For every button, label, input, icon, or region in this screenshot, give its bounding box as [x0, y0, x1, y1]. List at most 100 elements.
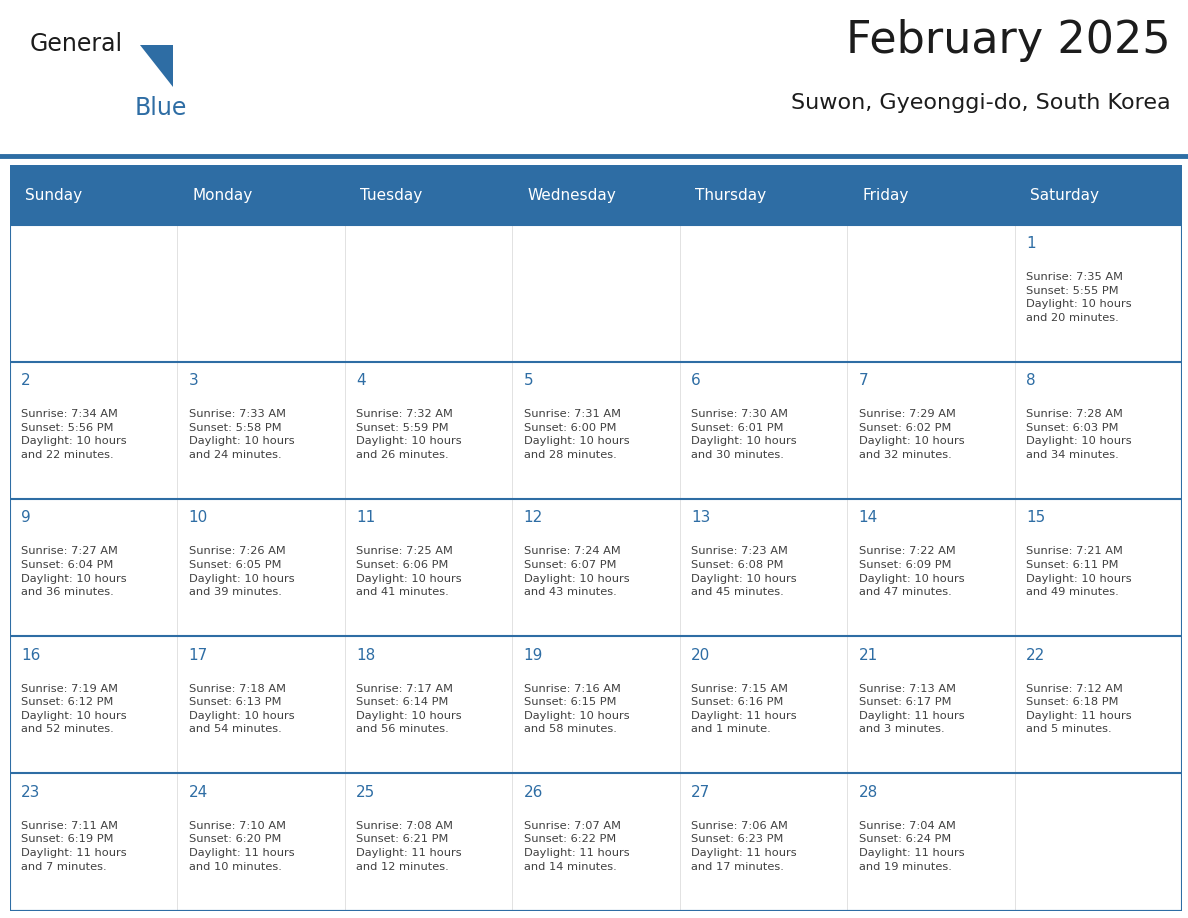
Text: Sunrise: 7:29 AM
Sunset: 6:02 PM
Daylight: 10 hours
and 32 minutes.: Sunrise: 7:29 AM Sunset: 6:02 PM Dayligh… [859, 409, 965, 460]
Text: Sunrise: 7:10 AM
Sunset: 6:20 PM
Daylight: 11 hours
and 10 minutes.: Sunrise: 7:10 AM Sunset: 6:20 PM Dayligh… [189, 821, 295, 871]
Text: 22: 22 [1026, 647, 1045, 663]
Bar [847, 225, 1015, 362]
Text: Sunrise: 7:26 AM
Sunset: 6:05 PM
Daylight: 10 hours
and 39 minutes.: Sunrise: 7:26 AM Sunset: 6:05 PM Dayligh… [189, 546, 295, 598]
Text: Sunrise: 7:17 AM
Sunset: 6:14 PM
Daylight: 10 hours
and 56 minutes.: Sunrise: 7:17 AM Sunset: 6:14 PM Dayligh… [356, 684, 462, 734]
Text: Sunrise: 7:22 AM
Sunset: 6:09 PM
Daylight: 10 hours
and 47 minutes.: Sunrise: 7:22 AM Sunset: 6:09 PM Dayligh… [859, 546, 965, 598]
Bar [345, 362, 512, 499]
Text: Sunrise: 7:21 AM
Sunset: 6:11 PM
Daylight: 10 hours
and 49 minutes.: Sunrise: 7:21 AM Sunset: 6:11 PM Dayligh… [1026, 546, 1132, 598]
Bar [345, 636, 512, 774]
Text: 18: 18 [356, 647, 375, 663]
Bar [1015, 362, 1182, 499]
Bar [177, 225, 345, 362]
Bar [177, 636, 345, 774]
Text: 25: 25 [356, 785, 375, 800]
Text: 20: 20 [691, 647, 710, 663]
Text: 24: 24 [189, 785, 208, 800]
Bar [1015, 165, 1182, 225]
Bar [512, 165, 680, 225]
Text: Friday: Friday [862, 187, 909, 203]
Text: Sunrise: 7:13 AM
Sunset: 6:17 PM
Daylight: 11 hours
and 3 minutes.: Sunrise: 7:13 AM Sunset: 6:17 PM Dayligh… [859, 684, 965, 734]
Bar [847, 774, 1015, 911]
Text: Thursday: Thursday [695, 187, 766, 203]
Text: Sunrise: 7:15 AM
Sunset: 6:16 PM
Daylight: 11 hours
and 1 minute.: Sunrise: 7:15 AM Sunset: 6:16 PM Dayligh… [691, 684, 797, 734]
Bar [680, 774, 847, 911]
Text: 7: 7 [859, 374, 868, 388]
Bar [177, 499, 345, 636]
Bar [10, 499, 177, 636]
Bar [680, 225, 847, 362]
Text: Sunrise: 7:11 AM
Sunset: 6:19 PM
Daylight: 11 hours
and 7 minutes.: Sunrise: 7:11 AM Sunset: 6:19 PM Dayligh… [21, 821, 127, 871]
Bar [10, 225, 177, 362]
Text: 15: 15 [1026, 510, 1045, 525]
Bar [1015, 774, 1182, 911]
Bar [177, 362, 345, 499]
Text: Sunday: Sunday [25, 187, 82, 203]
Bar [512, 362, 680, 499]
Text: 28: 28 [859, 785, 878, 800]
Text: 23: 23 [21, 785, 40, 800]
Text: 5: 5 [524, 374, 533, 388]
Bar [512, 636, 680, 774]
Text: Sunrise: 7:31 AM
Sunset: 6:00 PM
Daylight: 10 hours
and 28 minutes.: Sunrise: 7:31 AM Sunset: 6:00 PM Dayligh… [524, 409, 630, 460]
Bar [10, 362, 177, 499]
Text: 26: 26 [524, 785, 543, 800]
Bar [345, 499, 512, 636]
Bar [512, 774, 680, 911]
Bar [847, 499, 1015, 636]
Bar [680, 636, 847, 774]
Bar [10, 774, 177, 911]
Text: 1: 1 [1026, 236, 1036, 251]
Text: Sunrise: 7:30 AM
Sunset: 6:01 PM
Daylight: 10 hours
and 30 minutes.: Sunrise: 7:30 AM Sunset: 6:01 PM Dayligh… [691, 409, 797, 460]
Text: 6: 6 [691, 374, 701, 388]
Text: Sunrise: 7:32 AM
Sunset: 5:59 PM
Daylight: 10 hours
and 26 minutes.: Sunrise: 7:32 AM Sunset: 5:59 PM Dayligh… [356, 409, 462, 460]
Bar [10, 636, 177, 774]
Text: Suwon, Gyeonggi-do, South Korea: Suwon, Gyeonggi-do, South Korea [790, 93, 1170, 113]
Text: 2: 2 [21, 374, 31, 388]
Text: Sunrise: 7:04 AM
Sunset: 6:24 PM
Daylight: 11 hours
and 19 minutes.: Sunrise: 7:04 AM Sunset: 6:24 PM Dayligh… [859, 821, 965, 871]
Bar [345, 165, 512, 225]
Polygon shape [140, 45, 173, 87]
Bar [345, 774, 512, 911]
Text: 21: 21 [859, 647, 878, 663]
Text: Sunrise: 7:35 AM
Sunset: 5:55 PM
Daylight: 10 hours
and 20 minutes.: Sunrise: 7:35 AM Sunset: 5:55 PM Dayligh… [1026, 272, 1132, 323]
Bar [1015, 636, 1182, 774]
Text: Sunrise: 7:27 AM
Sunset: 6:04 PM
Daylight: 10 hours
and 36 minutes.: Sunrise: 7:27 AM Sunset: 6:04 PM Dayligh… [21, 546, 127, 598]
Text: 12: 12 [524, 510, 543, 525]
Text: 17: 17 [189, 647, 208, 663]
Text: Sunrise: 7:08 AM
Sunset: 6:21 PM
Daylight: 11 hours
and 12 minutes.: Sunrise: 7:08 AM Sunset: 6:21 PM Dayligh… [356, 821, 462, 871]
Text: 8: 8 [1026, 374, 1036, 388]
Text: Sunrise: 7:06 AM
Sunset: 6:23 PM
Daylight: 11 hours
and 17 minutes.: Sunrise: 7:06 AM Sunset: 6:23 PM Dayligh… [691, 821, 797, 871]
Bar [10, 165, 177, 225]
Text: 13: 13 [691, 510, 710, 525]
Text: Sunrise: 7:25 AM
Sunset: 6:06 PM
Daylight: 10 hours
and 41 minutes.: Sunrise: 7:25 AM Sunset: 6:06 PM Dayligh… [356, 546, 462, 598]
Text: February 2025: February 2025 [846, 19, 1170, 62]
Text: 4: 4 [356, 374, 366, 388]
Bar [177, 774, 345, 911]
Bar [847, 165, 1015, 225]
Text: 10: 10 [189, 510, 208, 525]
Text: Sunrise: 7:16 AM
Sunset: 6:15 PM
Daylight: 10 hours
and 58 minutes.: Sunrise: 7:16 AM Sunset: 6:15 PM Dayligh… [524, 684, 630, 734]
Text: Sunrise: 7:33 AM
Sunset: 5:58 PM
Daylight: 10 hours
and 24 minutes.: Sunrise: 7:33 AM Sunset: 5:58 PM Dayligh… [189, 409, 295, 460]
Text: 14: 14 [859, 510, 878, 525]
Text: Sunrise: 7:34 AM
Sunset: 5:56 PM
Daylight: 10 hours
and 22 minutes.: Sunrise: 7:34 AM Sunset: 5:56 PM Dayligh… [21, 409, 127, 460]
Text: Sunrise: 7:12 AM
Sunset: 6:18 PM
Daylight: 11 hours
and 5 minutes.: Sunrise: 7:12 AM Sunset: 6:18 PM Dayligh… [1026, 684, 1132, 734]
Bar [1015, 499, 1182, 636]
Text: Blue: Blue [134, 96, 187, 120]
Text: Sunrise: 7:07 AM
Sunset: 6:22 PM
Daylight: 11 hours
and 14 minutes.: Sunrise: 7:07 AM Sunset: 6:22 PM Dayligh… [524, 821, 630, 871]
Text: Sunrise: 7:28 AM
Sunset: 6:03 PM
Daylight: 10 hours
and 34 minutes.: Sunrise: 7:28 AM Sunset: 6:03 PM Dayligh… [1026, 409, 1132, 460]
Text: 11: 11 [356, 510, 375, 525]
Text: 3: 3 [189, 374, 198, 388]
Bar [680, 362, 847, 499]
Text: Sunrise: 7:19 AM
Sunset: 6:12 PM
Daylight: 10 hours
and 52 minutes.: Sunrise: 7:19 AM Sunset: 6:12 PM Dayligh… [21, 684, 127, 734]
Text: 19: 19 [524, 647, 543, 663]
Text: Wednesday: Wednesday [527, 187, 615, 203]
Bar [177, 165, 345, 225]
Bar [512, 225, 680, 362]
Text: Tuesday: Tuesday [360, 187, 422, 203]
Bar [680, 165, 847, 225]
Text: Monday: Monday [192, 187, 252, 203]
Text: 16: 16 [21, 647, 40, 663]
Bar [680, 499, 847, 636]
Bar [345, 225, 512, 362]
Text: Saturday: Saturday [1030, 187, 1099, 203]
